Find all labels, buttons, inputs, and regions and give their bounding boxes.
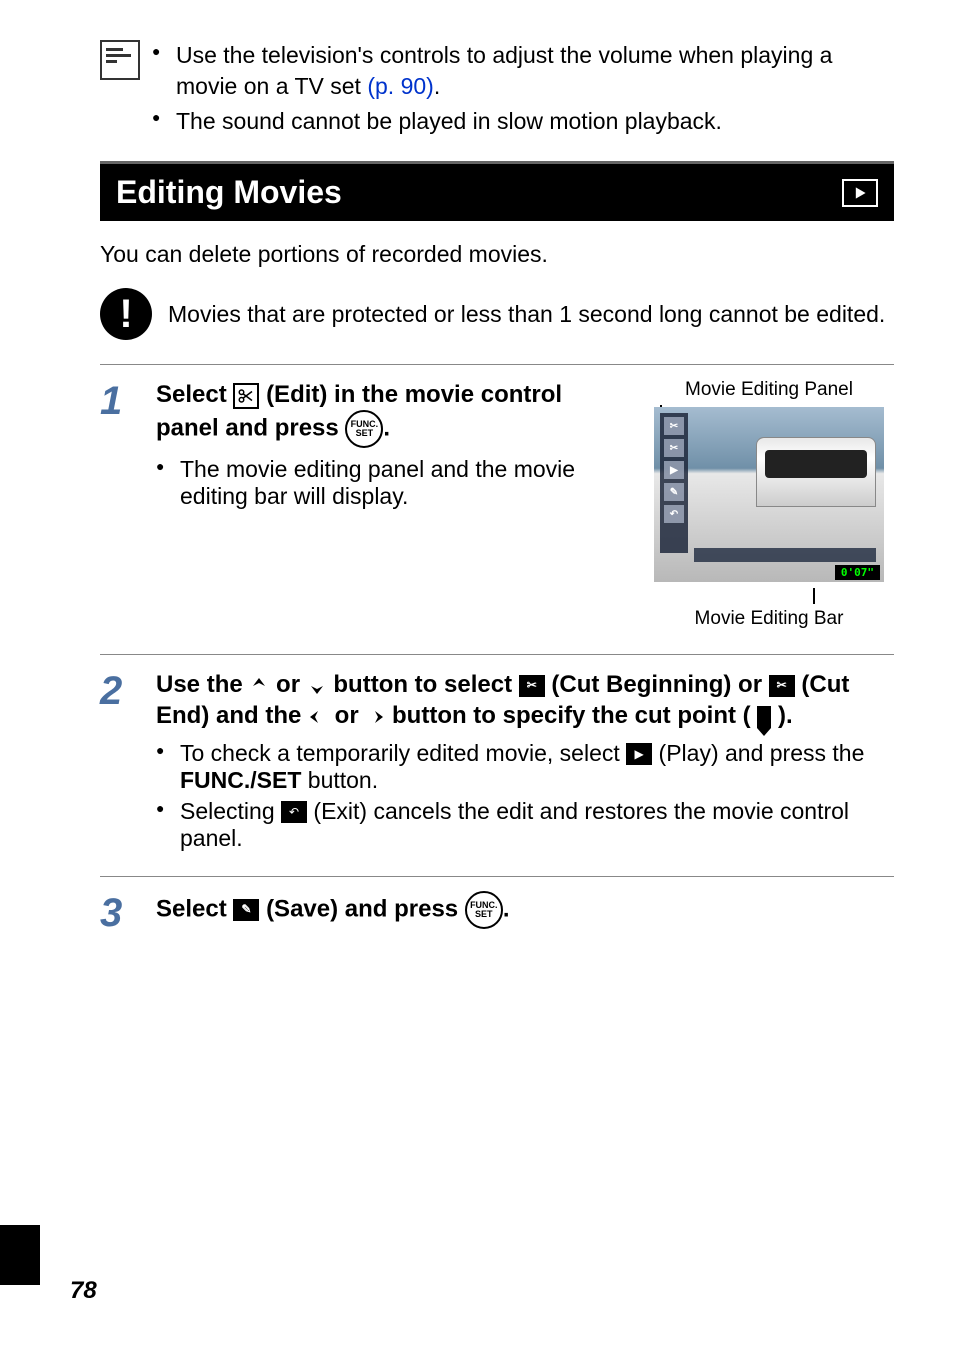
right-arrow-icon [365, 707, 385, 727]
s2-tb: or [276, 671, 307, 698]
down-arrow-icon [307, 676, 327, 696]
step-1-content: Select (Edit) in the movie control panel… [156, 379, 894, 634]
s2-tf: or [335, 702, 366, 729]
cut-beginning-icon: ✂ [519, 675, 545, 697]
left-arrow-icon [308, 707, 328, 727]
s3-tc: . [503, 895, 510, 922]
exit-icon: ↶ [281, 801, 307, 823]
screenshot-preview: ✂ ✂ ▶ ✎ ↶ 0'07" [654, 407, 884, 582]
step-1-heading: Select (Edit) in the movie control panel… [156, 379, 628, 448]
step-2-number: 2 [100, 669, 136, 855]
step-2-bullet-2: Selecting ↶ (Exit) cancels the edit and … [156, 798, 894, 852]
step-3-heading: Select ✎ (Save) and press FUNC. SET . [156, 891, 894, 929]
s2-td: (Cut Beginning) or [551, 671, 768, 698]
warning-text: Movies that are protected or less than 1… [168, 299, 885, 330]
step-1-bullet: The movie editing panel and the movie ed… [156, 456, 628, 510]
step-2-heading: Use the or button to select ✂ (Cut Begin… [156, 669, 894, 731]
side-cut-begin-icon: ✂ [664, 417, 684, 435]
s2-tg: button to specify the cut point ( [392, 702, 751, 729]
s2-tc: button to select [333, 671, 518, 698]
cut-point-marker-icon [757, 706, 771, 728]
step-2-bullet-1: To check a temporarily edited movie, sel… [156, 740, 894, 794]
s2b2a: Selecting [180, 798, 281, 824]
func-set-button-icon-2: FUNC. SET [465, 891, 503, 929]
step-3-number: 3 [100, 891, 136, 937]
side-save-icon: ✎ [664, 483, 684, 501]
step-1-number: 1 [100, 379, 136, 634]
s2b1a: To check a temporarily edited movie, sel… [180, 740, 626, 766]
s2-th: ). [778, 702, 793, 729]
editing-bar [694, 548, 876, 562]
step-2-content: Use the or button to select ✂ (Cut Begin… [156, 669, 894, 855]
heading-text: Editing Movies [116, 174, 342, 211]
playback-mode-icon [842, 179, 878, 207]
func-bottom-2: SET [475, 910, 493, 919]
side-cut-end-icon: ✂ [664, 439, 684, 457]
s2-ta: Use the [156, 671, 249, 698]
func-bottom: SET [356, 429, 374, 438]
intro-text: You can delete portions of recorded movi… [100, 239, 894, 270]
s3-ta: Select [156, 895, 233, 922]
top-note-section: Use the television's controls to adjust … [100, 40, 894, 141]
page-number: 78 [70, 1277, 97, 1305]
s2b1bold: FUNC./SET [180, 767, 301, 793]
warning-icon: ! [100, 288, 152, 340]
pointer-line-bottom [813, 588, 815, 604]
side-play-icon: ▶ [664, 461, 684, 479]
play-icon: ▶ [626, 743, 652, 765]
cut-end-icon: ✂ [769, 675, 795, 697]
train-graphic [756, 437, 876, 507]
note-1-text-a: Use the television's controls to adjust … [176, 42, 832, 99]
note-icon [100, 40, 140, 80]
step-2: 2 Use the or button to select ✂ (Cut Beg… [100, 654, 894, 875]
note-bullet-list: Use the television's controls to adjust … [152, 40, 894, 141]
note-1-text-b: . [434, 73, 440, 99]
section-heading: Editing Movies [100, 161, 894, 221]
movie-editing-panel-figure: Movie Editing Panel ✂ ✂ ▶ ✎ ↶ 0'07" [644, 379, 894, 634]
time-display: 0'07" [835, 565, 880, 580]
side-exit-icon: ↶ [664, 505, 684, 523]
step1-ta: Select [156, 381, 233, 408]
page-ref-link[interactable]: (p. 90) [367, 73, 433, 99]
note-bullet-1: Use the television's controls to adjust … [152, 40, 894, 102]
note-bullet-2: The sound cannot be played in slow motio… [152, 106, 894, 137]
panel-label-bottom: Movie Editing Bar [644, 608, 894, 630]
step-3: 3 Select ✎ (Save) and press FUNC. SET . [100, 876, 894, 957]
save-icon: ✎ [233, 899, 259, 921]
edit-scissors-icon [233, 383, 259, 409]
page-edge-tab [0, 1225, 40, 1285]
s2b1c: button. [301, 767, 378, 793]
editing-sidebar: ✂ ✂ ▶ ✎ ↶ [660, 413, 688, 553]
step1-tc: . [383, 415, 390, 442]
s3-tb: (Save) and press [266, 895, 465, 922]
step-1: 1 Select (Edit) in the movie control pan… [100, 364, 894, 654]
s2b1b: (Play) and press the [659, 740, 865, 766]
warning-section: ! Movies that are protected or less than… [100, 288, 894, 340]
step-3-content: Select ✎ (Save) and press FUNC. SET . [156, 891, 894, 937]
panel-label-top: Movie Editing Panel [644, 379, 894, 401]
up-arrow-icon [249, 676, 269, 696]
func-set-button-icon: FUNC. SET [345, 410, 383, 448]
